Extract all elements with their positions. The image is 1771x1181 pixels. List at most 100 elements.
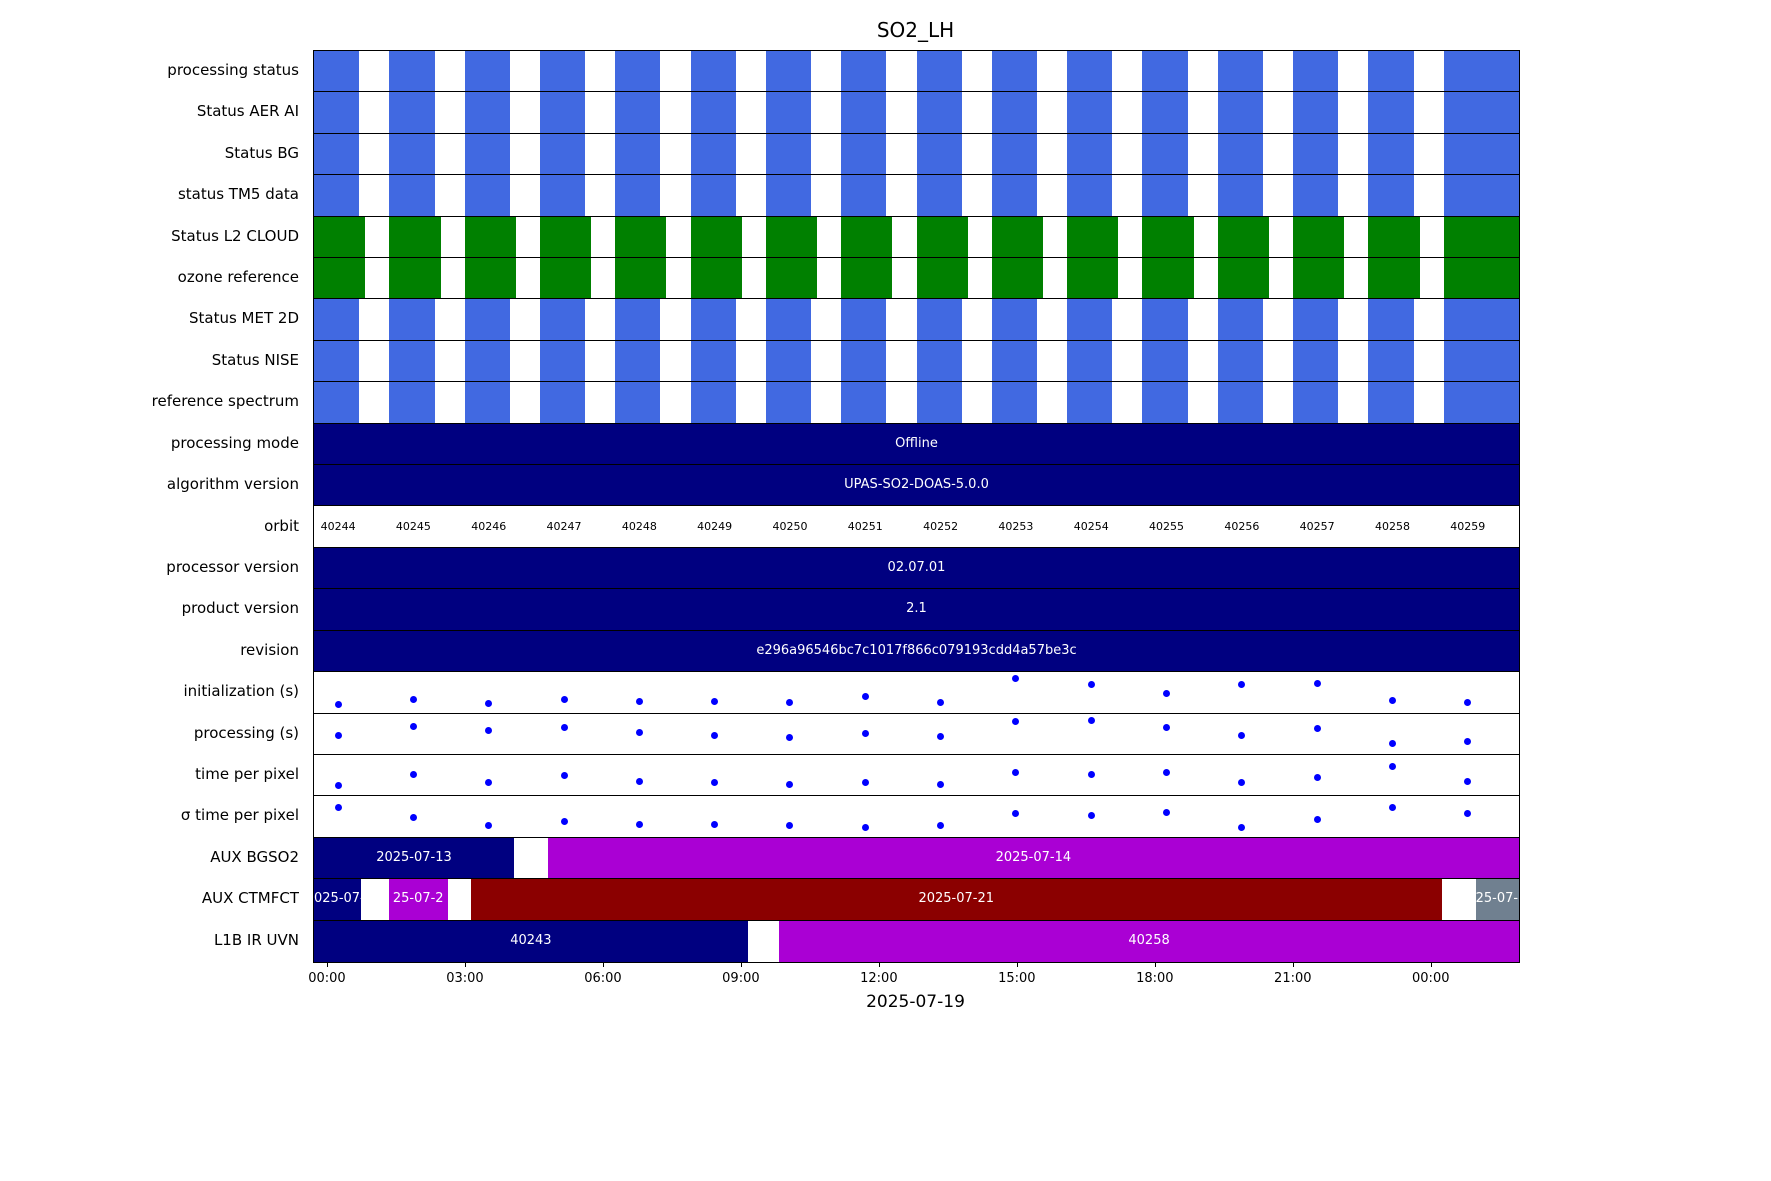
status-block [690,133,736,175]
status-block [615,382,661,423]
scatter-dot [786,780,794,788]
row-label: Status NISE [211,350,299,369]
row-label: reference spectrum [151,392,299,411]
segment-bar: 25-07-2 [388,879,448,920]
status-block [991,299,1037,340]
scatter-dot [937,780,945,788]
status-block [1067,133,1113,175]
status-block [1142,340,1188,382]
status-block [1217,51,1263,92]
status-block [690,216,742,258]
status-block [991,92,1037,133]
scatter-dot [1012,769,1020,777]
scatter-dot [1087,716,1095,724]
scatter-dot [635,728,643,736]
orbit-number: 40258 [1374,519,1410,533]
status-block [1067,340,1113,382]
status-block [690,51,736,92]
row-scatter [314,755,1519,797]
status-block [1293,175,1339,216]
scatter-dot [1163,723,1171,731]
scatter-dot [560,818,568,826]
status-block [1368,92,1414,133]
scatter-dot [937,822,945,830]
x-tick-mark [740,962,742,967]
orbit-number: 40254 [1073,519,1109,533]
row-stripes [314,175,1519,217]
scatter-dot [1388,696,1396,704]
scatter-dot [861,692,869,700]
row-label: revision [240,640,299,659]
segment-bar: 40258 [779,920,1519,962]
row-text: UPAS-SO2-DOAS-5.0.0 [314,465,1519,507]
scatter-dot [1388,762,1396,770]
status-block [1293,133,1339,175]
status-block [1217,299,1263,340]
orbit-number: 40252 [923,519,959,533]
orbit-number: 40251 [847,519,883,533]
row-label: product version [181,599,299,618]
value-bar-text: 02.07.01 [887,559,946,575]
x-tick-label: 12:00 [860,971,898,986]
status-block [464,92,510,133]
status-block [1293,382,1339,423]
row-scatter [314,672,1519,714]
segment-bar: 2025-07-21 [470,879,1442,920]
status-block [1443,299,1519,340]
scatter-dot [1238,823,1246,831]
status-block [1443,92,1519,133]
status-block [1368,133,1414,175]
scatter-dot [334,701,342,709]
scatter-dot [1012,717,1020,725]
row-text: 2.1 [314,589,1519,631]
status-block [841,258,893,299]
row-segments: 2025-07-13 2025-07-14 [314,837,1519,880]
scatter-dot [560,772,568,780]
row-stripes [314,382,1519,424]
status-block [1293,340,1339,382]
scatter-dot [1388,739,1396,747]
status-block [389,258,441,299]
status-block [765,382,812,423]
row-label: Status MET 2D [188,309,299,328]
row-label: L1B IR UVN [213,930,299,949]
x-tick-label: 18:00 [1136,971,1174,986]
status-block [690,258,742,299]
row-label: Status AER AI [196,102,299,121]
status-block [314,133,360,175]
scatter-dot [861,779,869,787]
status-block [539,51,586,92]
status-block [1217,133,1263,175]
status-block [314,340,360,382]
status-block [464,175,510,216]
scatter-dot [635,820,643,828]
status-block [1142,258,1194,299]
status-block [1217,175,1263,216]
orbit-number: 40259 [1450,519,1486,533]
status-block [690,175,736,216]
status-block [539,382,586,423]
x-tick-mark [1016,962,1018,967]
status-block [1217,216,1269,258]
orbit-number: 40250 [772,519,808,533]
row-orbits: 40244 40245 40246 40247 40248 40249 40250 40251… [314,507,1519,548]
status-block [539,299,586,340]
status-block [690,299,736,340]
status-block [841,92,887,133]
status-block [464,258,516,299]
scatter-dot [1464,698,1472,706]
orbit-number: 40256 [1224,519,1260,533]
segment-bar: 25-07-2 [1475,879,1519,920]
status-block [1368,175,1414,216]
status-block [1293,299,1339,340]
status-block [389,175,435,216]
x-tick-mark [1154,962,1156,967]
status-block [464,340,510,382]
row-label: AUX BGSO2 [210,847,299,866]
status-block [615,216,667,258]
row-labels: processing status Status AER AI Status BG s… [0,50,305,961]
row-label: processing status [167,61,299,79]
status-block [615,51,661,92]
scatter-dot [334,782,342,790]
